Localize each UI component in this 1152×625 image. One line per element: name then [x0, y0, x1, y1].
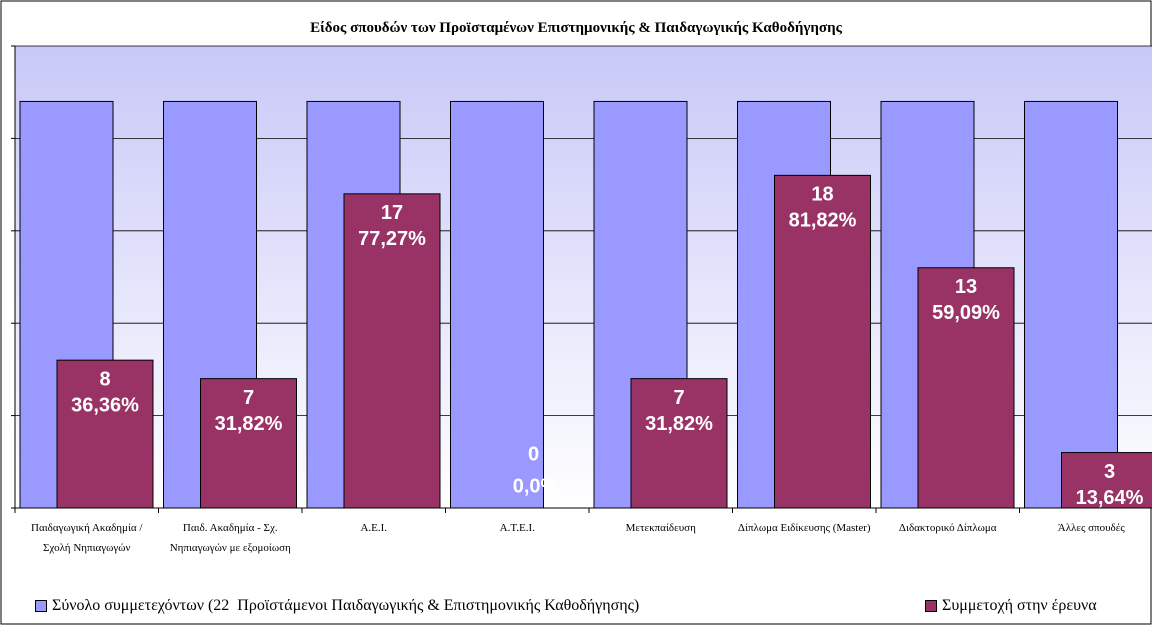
percent-label: 13,64%	[1076, 487, 1144, 509]
percent-label: 31,82%	[215, 413, 283, 435]
legend-label: Σύνολο συμμετεχόντων (22 Προϊστάμενοι Πα…	[52, 597, 640, 614]
value-label: 3	[1104, 461, 1115, 483]
legend-item: Σύνολο συμμετεχόντων (22 Προϊστάμενοι Πα…	[35, 597, 639, 615]
legend-swatch	[35, 600, 47, 612]
bar	[1024, 100, 1118, 509]
percent-label: 31,82%	[645, 413, 713, 435]
percent-label: 59,09%	[932, 302, 1000, 324]
value-label: 18	[811, 184, 833, 206]
bar	[56, 359, 154, 509]
x-tick-label: Άλλες σπουδές	[1057, 522, 1125, 534]
value-label: 7	[673, 387, 684, 409]
bar	[450, 100, 544, 509]
x-tick-label: Α.Ε.Ι.	[360, 522, 388, 534]
bar	[200, 378, 297, 509]
value-label: 13	[955, 276, 977, 298]
chart-title: Είδος σπουδών των Προϊσταμένων Επιστημον…	[310, 20, 843, 36]
x-tick-label: Παιδαγωγική Ακαδημία / Σχολή Νηπιαγωγών	[31, 522, 143, 554]
percent-label: 36,36%	[71, 394, 139, 416]
value-label: 0	[528, 443, 539, 465]
bar	[630, 378, 728, 509]
percent-label: 77,27%	[358, 228, 426, 250]
legend-label: Συμμετοχή στην έρευνα	[942, 597, 1097, 614]
bar	[774, 174, 871, 509]
percent-label: 81,82%	[789, 210, 857, 232]
x-tick-label: Παιδ. Ακαδημία - Σχ. Νηπιαγωγών με εξομο…	[169, 522, 291, 554]
x-tick-label: Μετεκπαίδευση	[625, 522, 696, 534]
legend-item: Συμμετοχή στην έρευνα	[925, 597, 1097, 615]
x-tick-label: Α.Τ.Ε.Ι.	[499, 522, 535, 534]
x-tick-label: Δίπλωμα Ειδίκευσης (Master)	[737, 522, 871, 534]
value-label: 7	[243, 387, 254, 409]
bar	[917, 267, 1015, 509]
value-label: 8	[99, 368, 110, 390]
value-label: 17	[381, 202, 403, 224]
bar	[1061, 452, 1152, 509]
legend-swatch	[925, 600, 937, 612]
bar	[343, 193, 441, 509]
x-tick-label: Διδακτορικό Δίπλωμα	[898, 522, 997, 534]
percent-label: 0,0%	[513, 475, 559, 497]
